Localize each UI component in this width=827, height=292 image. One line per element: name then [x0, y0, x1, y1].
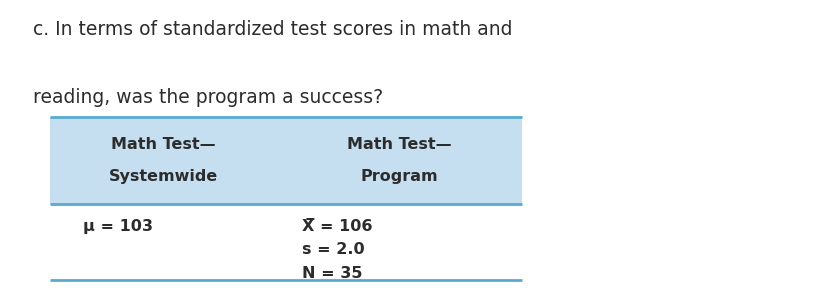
FancyBboxPatch shape: [50, 117, 277, 204]
Text: c. In terms of standardized test scores in math and: c. In terms of standardized test scores …: [33, 20, 512, 39]
Text: Math Test—: Math Test—: [111, 137, 216, 152]
Text: N = 35: N = 35: [302, 265, 362, 281]
Text: Program: Program: [361, 169, 437, 184]
Text: s = 2.0: s = 2.0: [302, 242, 365, 257]
Text: X̅ = 106: X̅ = 106: [302, 219, 372, 234]
Text: Systemwide: Systemwide: [109, 169, 218, 184]
Text: reading, was the program a success?: reading, was the program a success?: [33, 88, 383, 107]
Text: μ = 103: μ = 103: [83, 219, 153, 234]
Text: Math Test—: Math Test—: [347, 137, 452, 152]
FancyBboxPatch shape: [277, 117, 521, 204]
